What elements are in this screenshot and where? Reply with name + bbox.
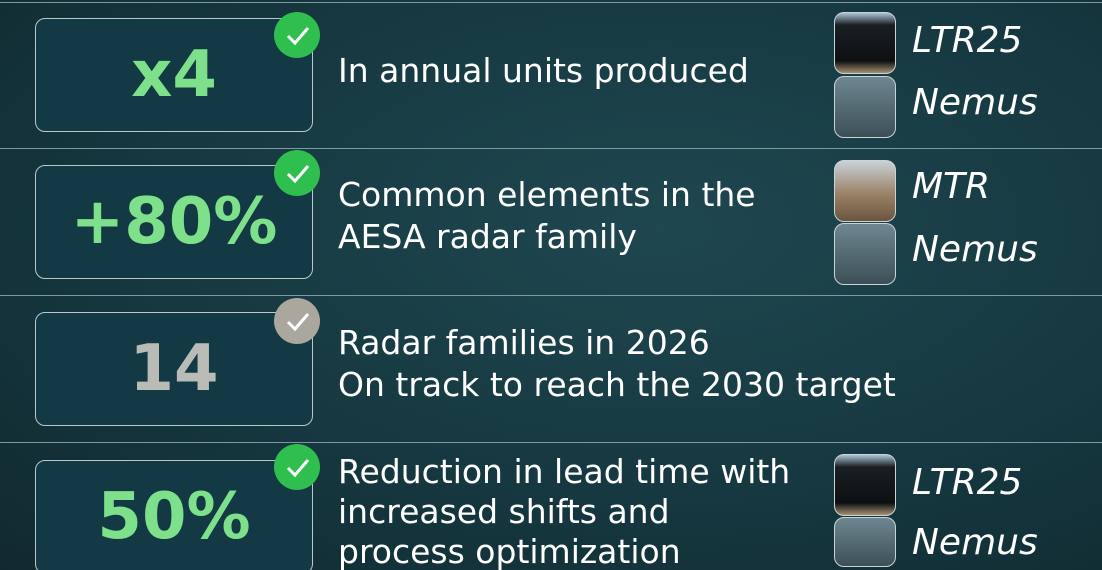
description-line: Common elements in the: [338, 174, 756, 216]
metric: +80%: [35, 165, 313, 279]
description: Radar families in 2026 On track to reach…: [338, 322, 896, 406]
slide: x4 In annual units produced LTR25 Nemus …: [0, 0, 1102, 570]
description-line: In annual units produced: [338, 50, 749, 92]
product-image: [834, 517, 896, 567]
separator: [0, 442, 1102, 443]
product-name: MTR: [912, 166, 990, 207]
check-icon: [274, 444, 320, 490]
product-image: [834, 454, 896, 516]
product-image: [834, 76, 896, 138]
product-image: [834, 160, 896, 222]
description: Common elements in the AESA radar family: [338, 174, 756, 258]
description-line: Reduction in lead time with: [338, 452, 790, 492]
description-line: Radar families in 2026: [338, 322, 896, 364]
product-name: Nemus: [912, 229, 1038, 270]
description-line: AESA radar family: [338, 216, 756, 258]
metric: x4: [35, 18, 313, 132]
product-name: Nemus: [912, 82, 1038, 123]
product-image: [834, 223, 896, 285]
description: Reduction in lead time with increased sh…: [338, 452, 790, 570]
pending-icon: [274, 298, 320, 344]
separator: [0, 295, 1102, 296]
check-icon: [274, 150, 320, 196]
product-name: LTR25: [912, 462, 1022, 503]
metric: 50%: [35, 460, 313, 570]
metric: 14: [35, 312, 313, 426]
description-line: increased shifts and: [338, 492, 790, 532]
description: In annual units produced: [338, 50, 749, 92]
separator: [0, 2, 1102, 3]
description-line: process optimization: [338, 532, 790, 570]
product-name: LTR25: [912, 20, 1022, 61]
check-icon: [274, 12, 320, 58]
description-line: On track to reach the 2030 target: [338, 364, 896, 406]
separator: [0, 148, 1102, 149]
product-name: Nemus: [912, 522, 1038, 563]
product-image: [834, 12, 896, 74]
